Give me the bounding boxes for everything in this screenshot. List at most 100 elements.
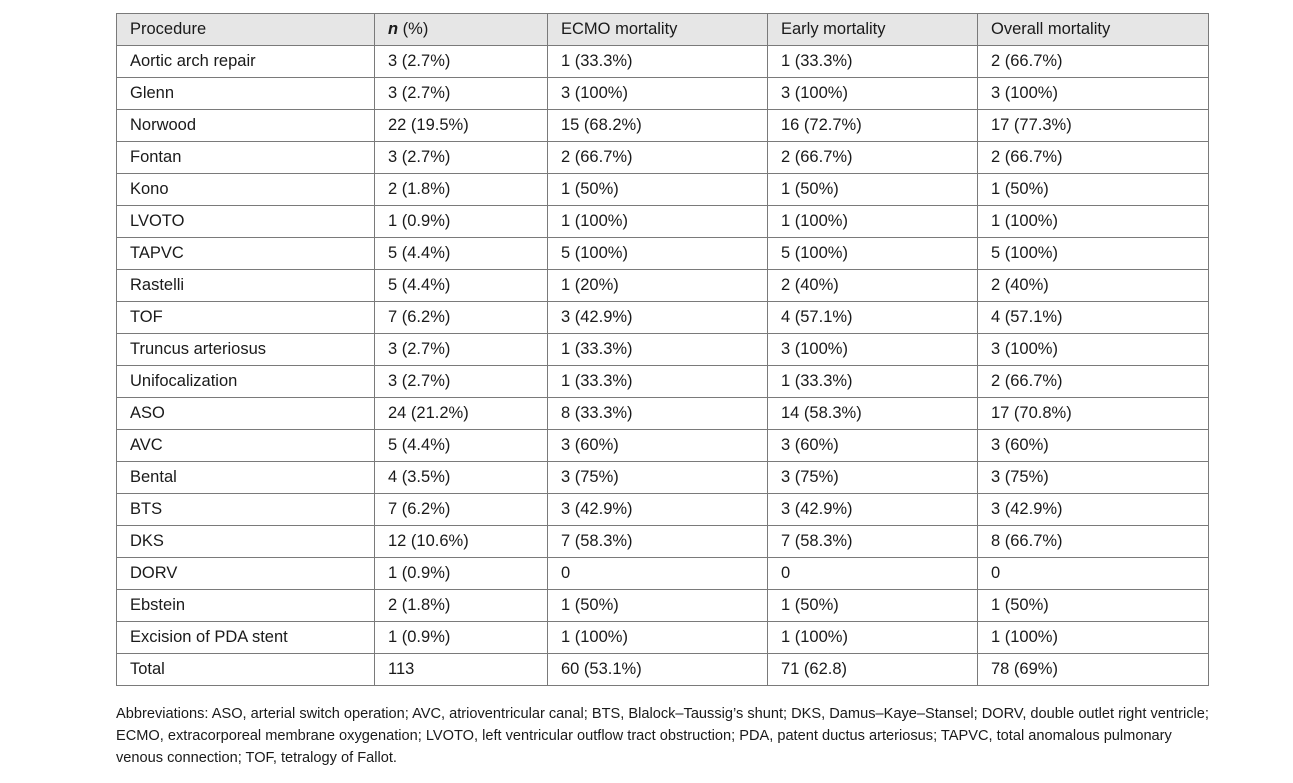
cell-procedure: TOF: [116, 301, 375, 334]
cell-ecmo-mortality: 1 (50%): [547, 173, 768, 206]
header-procedure: Procedure: [116, 13, 375, 46]
table-row: Kono 2 (1.8%) 1 (50%) 1 (50%) 1 (50%): [116, 173, 1209, 206]
cell-procedure: DORV: [116, 557, 375, 590]
cell-procedure: Excision of PDA stent: [116, 621, 375, 654]
cell-ecmo-mortality: 0: [547, 557, 768, 590]
cell-procedure: Kono: [116, 173, 375, 206]
cell-early-mortality: 1 (50%): [767, 173, 978, 206]
table-header-row: Procedure n (%) ECMO mortality Early mor…: [116, 13, 1209, 46]
table-row: Unifocalization 3 (2.7%) 1 (33.3%) 1 (33.3%…: [116, 365, 1209, 398]
cell-n-percent: 24 (21.2%): [374, 397, 548, 430]
cell-ecmo-mortality: 3 (100%): [547, 77, 768, 110]
cell-procedure: Bental: [116, 461, 375, 494]
cell-n-percent: 1 (0.9%): [374, 621, 548, 654]
table-row: DORV 1 (0.9%) 0 0 0: [116, 557, 1209, 590]
mortality-table-container: Procedure n (%) ECMO mortality Early mor…: [116, 13, 1209, 686]
cell-ecmo-mortality: 1 (100%): [547, 205, 768, 238]
table-row: Aortic arch repair 3 (2.7%) 1 (33.3%) 1 (33…: [116, 45, 1209, 78]
abbreviations-footnote: Abbreviations: ASO, arterial switch oper…: [116, 706, 1209, 766]
cell-early-mortality: 14 (58.3%): [767, 397, 978, 430]
cell-ecmo-mortality: 7 (58.3%): [547, 525, 768, 558]
cell-n-percent: 2 (1.8%): [374, 589, 548, 622]
table-body: Aortic arch repair 3 (2.7%) 1 (33.3%) 1 (33…: [116, 45, 1209, 686]
table-row: Fontan 3 (2.7%) 2 (66.7%) 2 (66.7%) 2 (66.7%…: [116, 141, 1209, 174]
cell-early-mortality: 71 (62.8): [767, 653, 978, 686]
table-row: Total 113 60 (53.1%) 71 (62.8) 78 (69%): [116, 653, 1209, 686]
cell-overall-mortality: 3 (75%): [977, 461, 1209, 494]
cell-overall-mortality: 0: [977, 557, 1209, 590]
mortality-table: Procedure n (%) ECMO mortality Early mor…: [116, 13, 1209, 686]
cell-procedure: AVC: [116, 429, 375, 462]
cell-n-percent: 2 (1.8%): [374, 173, 548, 206]
cell-procedure: LVOTO: [116, 205, 375, 238]
cell-overall-mortality: 1 (50%): [977, 589, 1209, 622]
header-ecmo-mortality: ECMO mortality: [547, 13, 768, 46]
cell-early-mortality: 1 (50%): [767, 589, 978, 622]
header-early-mortality: Early mortality: [767, 13, 978, 46]
cell-early-mortality: 2 (66.7%): [767, 141, 978, 174]
cell-procedure: ASO: [116, 397, 375, 430]
cell-n-percent: 5 (4.4%): [374, 237, 548, 270]
cell-early-mortality: 1 (100%): [767, 205, 978, 238]
cell-overall-mortality: 8 (66.7%): [977, 525, 1209, 558]
cell-ecmo-mortality: 3 (42.9%): [547, 301, 768, 334]
cell-early-mortality: 1 (100%): [767, 621, 978, 654]
cell-early-mortality: 3 (60%): [767, 429, 978, 462]
table-row: LVOTO 1 (0.9%) 1 (100%) 1 (100%) 1 (100%): [116, 205, 1209, 238]
cell-ecmo-mortality: 1 (33.3%): [547, 365, 768, 398]
cell-overall-mortality: 2 (66.7%): [977, 45, 1209, 78]
cell-procedure: Ebstein: [116, 589, 375, 622]
cell-ecmo-mortality: 8 (33.3%): [547, 397, 768, 430]
cell-procedure: Aortic arch repair: [116, 45, 375, 78]
cell-procedure: Total: [116, 653, 375, 686]
cell-ecmo-mortality: 1 (50%): [547, 589, 768, 622]
cell-ecmo-mortality: 1 (20%): [547, 269, 768, 302]
table-row: Bental 4 (3.5%) 3 (75%) 3 (75%) 3 (75%): [116, 461, 1209, 494]
cell-overall-mortality: 1 (50%): [977, 173, 1209, 206]
cell-overall-mortality: 17 (70.8%): [977, 397, 1209, 430]
cell-overall-mortality: 1 (100%): [977, 205, 1209, 238]
table-row: Rastelli 5 (4.4%) 1 (20%) 2 (40%) 2 (40%): [116, 269, 1209, 302]
cell-overall-mortality: 17 (77.3%): [977, 109, 1209, 142]
cell-n-percent: 113: [374, 653, 548, 686]
cell-ecmo-mortality: 1 (33.3%): [547, 333, 768, 366]
cell-procedure: DKS: [116, 525, 375, 558]
cell-early-mortality: 2 (40%): [767, 269, 978, 302]
cell-procedure: Rastelli: [116, 269, 375, 302]
table-row: ASO 24 (21.2%) 8 (33.3%) 14 (58.3%) 17 (70.8…: [116, 397, 1209, 430]
cell-n-percent: 3 (2.7%): [374, 333, 548, 366]
cell-early-mortality: 1 (33.3%): [767, 365, 978, 398]
cell-overall-mortality: 1 (100%): [977, 621, 1209, 654]
cell-early-mortality: 7 (58.3%): [767, 525, 978, 558]
cell-ecmo-mortality: 3 (60%): [547, 429, 768, 462]
cell-early-mortality: 3 (75%): [767, 461, 978, 494]
cell-overall-mortality: 3 (60%): [977, 429, 1209, 462]
cell-overall-mortality: 3 (42.9%): [977, 493, 1209, 526]
cell-n-percent: 7 (6.2%): [374, 301, 548, 334]
cell-ecmo-mortality: 2 (66.7%): [547, 141, 768, 174]
cell-early-mortality: 5 (100%): [767, 237, 978, 270]
cell-early-mortality: 4 (57.1%): [767, 301, 978, 334]
table-row: AVC 5 (4.4%) 3 (60%) 3 (60%) 3 (60%): [116, 429, 1209, 462]
cell-early-mortality: 3 (42.9%): [767, 493, 978, 526]
cell-n-percent: 5 (4.4%): [374, 429, 548, 462]
cell-procedure: Unifocalization: [116, 365, 375, 398]
table-row: Norwood 22 (19.5%) 15 (68.2%) 16 (72.7%) 17 …: [116, 109, 1209, 142]
cell-early-mortality: 1 (33.3%): [767, 45, 978, 78]
cell-overall-mortality: 2 (66.7%): [977, 365, 1209, 398]
cell-procedure: Fontan: [116, 141, 375, 174]
table-row: TAPVC 5 (4.4%) 5 (100%) 5 (100%) 5 (100%): [116, 237, 1209, 270]
table-row: Excision of PDA stent 1 (0.9%) 1 (100%) 1 (…: [116, 621, 1209, 654]
cell-early-mortality: 3 (100%): [767, 333, 978, 366]
header-overall-mortality: Overall mortality: [977, 13, 1209, 46]
cell-early-mortality: 3 (100%): [767, 77, 978, 110]
table-row: Glenn 3 (2.7%) 3 (100%) 3 (100%) 3 (100%): [116, 77, 1209, 110]
cell-procedure: Glenn: [116, 77, 375, 110]
cell-ecmo-mortality: 60 (53.1%): [547, 653, 768, 686]
cell-ecmo-mortality: 5 (100%): [547, 237, 768, 270]
cell-n-percent: 7 (6.2%): [374, 493, 548, 526]
cell-n-percent: 5 (4.4%): [374, 269, 548, 302]
cell-n-percent: 3 (2.7%): [374, 45, 548, 78]
header-n-percent: n (%): [374, 13, 548, 46]
table-row: DKS 12 (10.6%) 7 (58.3%) 7 (58.3%) 8 (66.7%): [116, 525, 1209, 558]
